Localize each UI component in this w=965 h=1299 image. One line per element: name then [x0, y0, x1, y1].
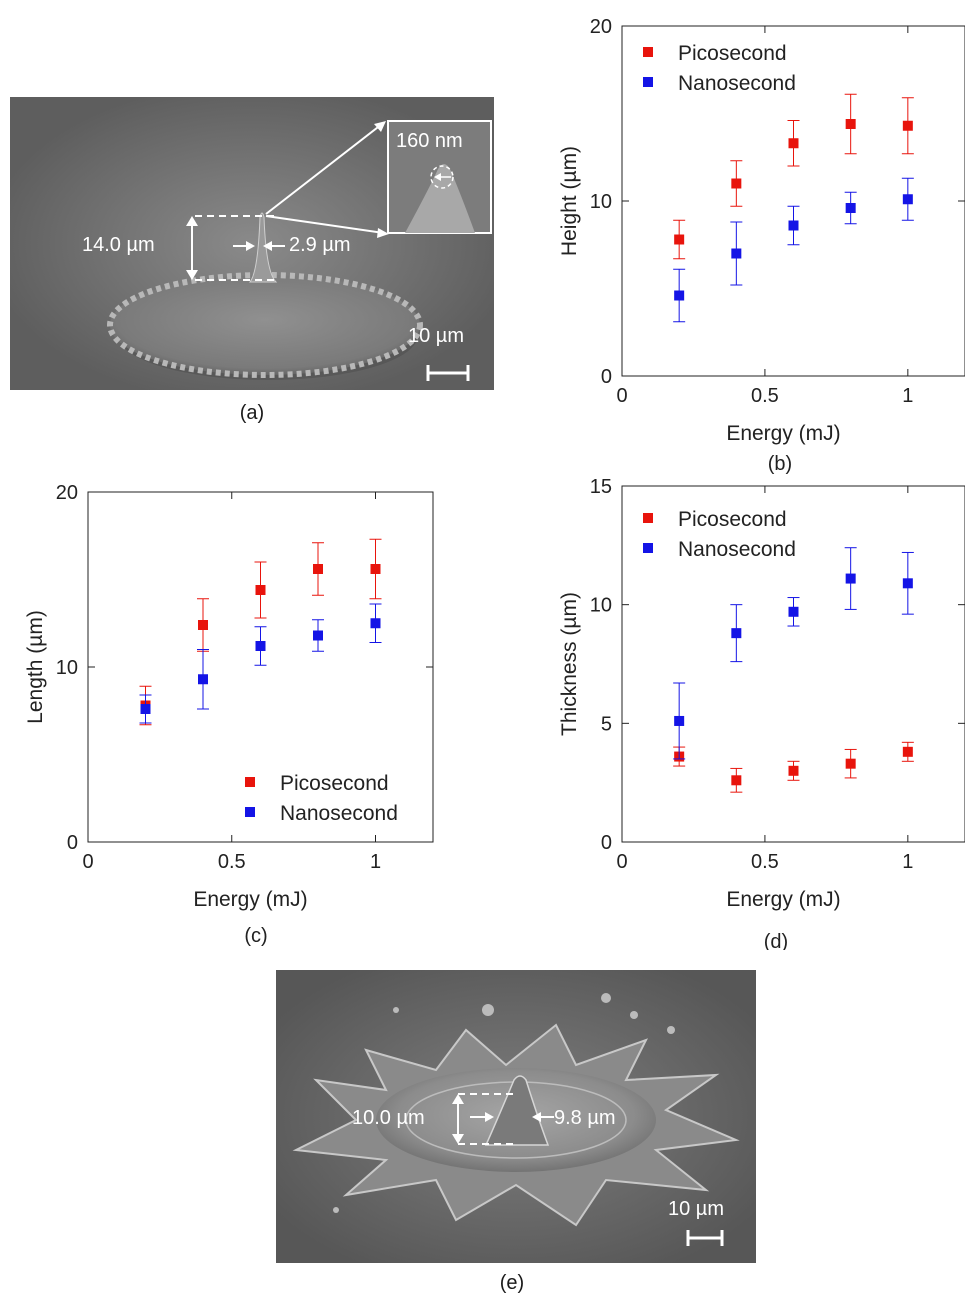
chart-d-legend-label: Picosecond [678, 508, 787, 531]
chart-d-legend-marker [643, 513, 653, 523]
chart-c-legend-label: Nanosecond [280, 802, 398, 825]
chart-d-legend-marker [643, 543, 653, 553]
chart-d-ytick-label: 15 [590, 476, 612, 498]
chart-b-point-nanosecond [845, 203, 856, 213]
chart-d-point-picosecond [902, 746, 913, 757]
chart-b-xlabel: Energy (mJ) [726, 422, 840, 445]
chart-b-xtick-label: 0 [616, 385, 627, 407]
chart-c-point-picosecond [198, 620, 208, 630]
sem-image-e: 10.0 µm 9.8 µm 10 µm [276, 970, 756, 1263]
chart-d-xlabel: Energy (mJ) [726, 888, 840, 911]
chart-c-ylabel: Length (µm) [24, 610, 47, 724]
chart-b-point-picosecond [674, 234, 685, 245]
chart-d-ylabel: Thickness (µm) [558, 592, 581, 736]
scale-label-a: 10 µm [408, 325, 464, 347]
chart-d-xtick-label: 0.5 [751, 851, 779, 873]
chart-c-point-nanosecond [313, 630, 323, 641]
chart-b-point-nanosecond [788, 220, 799, 231]
chart-c-point-picosecond [255, 585, 266, 595]
chart-d-xtick-label: 0 [616, 851, 627, 873]
chart-c-legend-marker [245, 777, 255, 787]
chart-b-point-picosecond [731, 178, 742, 189]
chart-d-legend-label: Nanosecond [678, 538, 796, 561]
chart-c-caption: (c) [244, 925, 267, 947]
sem-image-a-drawing [10, 97, 494, 390]
chart-d-point-nanosecond [674, 715, 685, 726]
chart-c-point-nanosecond [198, 674, 208, 685]
chart-c-point-nanosecond [140, 704, 151, 714]
chart-b-point-picosecond [902, 120, 913, 131]
sem-image-e-drawing [276, 970, 756, 1263]
chart-c-xtick-label: 0.5 [218, 851, 246, 873]
scale-label-e: 10 µm [668, 1198, 724, 1220]
chart-d-ytick-label: 5 [601, 713, 612, 735]
chart-b-point-picosecond [845, 119, 856, 129]
chart-b-legend-marker [643, 47, 653, 57]
width-label-e: 9.8 µm [554, 1107, 616, 1129]
chart-c-legend-marker [245, 807, 255, 817]
chart-b-legend-marker [643, 77, 653, 87]
chart-b-legend-label: Nanosecond [678, 72, 796, 95]
chart-d-ytick-label: 10 [590, 595, 612, 617]
chart-b-point-nanosecond [731, 248, 742, 259]
chart-d-point-nanosecond [788, 606, 799, 617]
caption-a: (a) [239, 402, 265, 424]
chart-c-point-picosecond [370, 564, 381, 574]
chart-b-xtick-label: 1 [902, 385, 913, 407]
chart-d: 0 0.5 1 0 5 10 15 Energy (mJ) Thickness (µm) (d) P… [520, 470, 965, 953]
chart-d-point-nanosecond [902, 578, 913, 589]
height-label-a: 14.0 µm [82, 234, 155, 256]
chart-d-point-nanosecond [845, 573, 856, 584]
chart-c-xtick-label: 1 [370, 851, 381, 873]
width-label-a: 2.9 µm [289, 234, 351, 256]
chart-c-point-picosecond [313, 564, 323, 574]
chart-d-caption: (d) [764, 931, 788, 950]
sem-image-a: 14.0 µm 2.9 µm 160 nm 10 µm [10, 97, 494, 390]
chart-d-plot-frame [621, 485, 965, 843]
chart-d-point-picosecond [731, 775, 742, 786]
chart-b-xtick-label: 0.5 [751, 385, 779, 407]
chart-b: 0 0.5 1 0 10 20 Energy (mJ) Height (µm) (b) Picos… [540, 0, 965, 480]
chart-d-point-picosecond [845, 758, 856, 769]
chart-b-ytick-label: 20 [590, 16, 612, 38]
chart-b-point-nanosecond [674, 290, 685, 301]
chart-c-xlabel: Energy (mJ) [193, 888, 307, 911]
chart-b-legend-label: Picosecond [678, 42, 787, 65]
chart-c-ytick-label: 20 [56, 482, 78, 504]
height-label-e: 10.0 µm [352, 1107, 425, 1129]
chart-b-ytick-label: 0 [601, 366, 612, 388]
chart-c-ytick-label: 0 [67, 832, 78, 854]
chart-d-xtick-label: 1 [902, 851, 913, 873]
chart-c-ytick-label: 10 [56, 657, 78, 679]
caption-e: (e) [499, 1272, 525, 1294]
chart-b-point-nanosecond [902, 194, 913, 205]
chart-b-ytick-label: 10 [590, 191, 612, 213]
chart-c-legend-label: Picosecond [280, 772, 389, 795]
chart-b-caption: (b) [768, 453, 792, 475]
chart-c: 0 0.5 1 0 10 20 Energy (mJ) Length (µm) (c) Picos… [0, 470, 470, 950]
chart-d-ytick-label: 0 [601, 832, 612, 854]
chart-c-xtick-label: 0 [82, 851, 93, 873]
chart-d-point-nanosecond [731, 628, 742, 639]
chart-c-point-nanosecond [255, 641, 266, 651]
chart-b-point-picosecond [788, 138, 799, 149]
chart-c-point-nanosecond [370, 618, 381, 629]
chart-d-point-picosecond [788, 765, 799, 776]
chart-b-ylabel: Height (µm) [558, 146, 581, 256]
inset-label-a: 160 nm [396, 130, 463, 152]
